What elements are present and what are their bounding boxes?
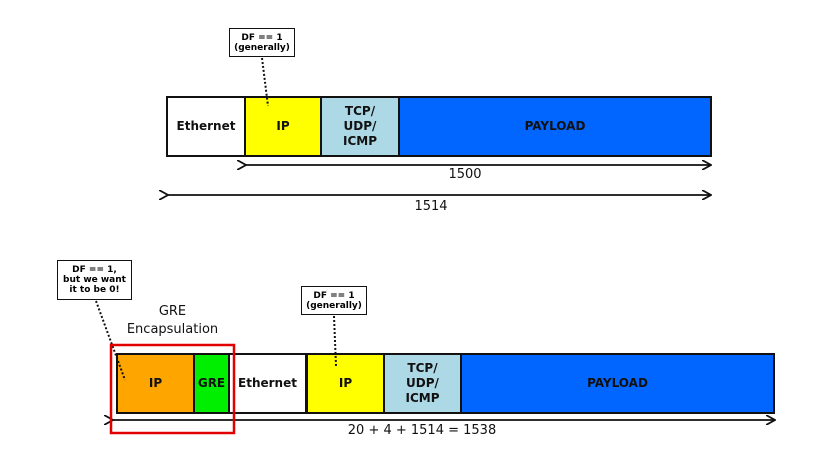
bottom-ethernet-segment: Ethernet <box>228 353 307 414</box>
top-callout-leader <box>261 57 269 107</box>
bottom-payload-label: PAYLOAD <box>587 376 648 390</box>
top-ethernet-label: Ethernet <box>176 119 236 133</box>
bottom-ethernet-label: Ethernet <box>238 376 297 390</box>
outer-ip-segment: IP <box>116 353 195 414</box>
top-ethernet-segment: Ethernet <box>166 96 246 157</box>
bottom-payload-segment: PAYLOAD <box>460 353 775 414</box>
top-payload-segment: PAYLOAD <box>398 96 712 157</box>
top-df-callout-text: DF == 1 (generally) <box>234 32 290 53</box>
outer-df-callout-text: DF == 1, but we want it to be 0! <box>63 265 126 295</box>
gre-encapsulation-label: GRE Encapsulation <box>126 304 219 337</box>
dim-1514-label: 1514 <box>414 199 448 214</box>
inner-callout-leader <box>333 315 337 367</box>
gre-label: GRE <box>197 376 226 390</box>
top-df-callout: DF == 1 (generally) <box>229 28 295 57</box>
bottom-ip-label: IP <box>338 376 353 390</box>
inner-df-callout: DF == 1 (generally) <box>301 286 367 315</box>
top-tcp-segment: TCP/ UDP/ ICMP <box>320 96 400 157</box>
bottom-tcp-segment: TCP/ UDP/ ICMP <box>383 353 462 414</box>
inner-df-callout-text: DF == 1 (generally) <box>306 290 362 311</box>
outer-ip-label: IP <box>148 376 163 390</box>
gre-encapsulation-box <box>109 343 236 435</box>
bottom-ip-segment: IP <box>306 353 385 414</box>
bottom-tcp-label: TCP/ UDP/ ICMP <box>405 361 440 405</box>
top-ip-segment: IP <box>244 96 322 157</box>
total-size-label: 20 + 4 + 1514 = 1538 <box>347 423 497 438</box>
dim-1500-label: 1500 <box>448 167 482 182</box>
outer-df-callout: DF == 1, but we want it to be 0! <box>57 260 132 300</box>
top-ip-label: IP <box>276 119 290 133</box>
top-tcp-label: TCP/ UDP/ ICMP <box>342 104 377 148</box>
top-payload-label: PAYLOAD <box>524 119 586 133</box>
